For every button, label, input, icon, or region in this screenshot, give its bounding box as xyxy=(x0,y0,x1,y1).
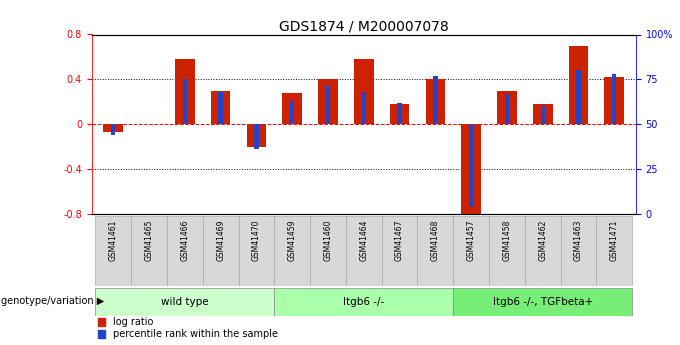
Bar xyxy=(239,216,274,286)
Text: genotype/variation ▶: genotype/variation ▶ xyxy=(1,296,105,306)
Bar xyxy=(326,85,330,124)
Bar xyxy=(254,124,258,149)
Bar xyxy=(131,216,167,286)
Bar xyxy=(533,104,553,124)
Bar xyxy=(381,216,418,286)
Text: wild type: wild type xyxy=(161,297,209,307)
Bar xyxy=(469,124,473,207)
Legend: log ratio, percentile rank within the sample: log ratio, percentile rank within the sa… xyxy=(97,316,279,340)
Bar xyxy=(167,216,203,286)
Bar xyxy=(203,216,239,286)
Text: GSM41470: GSM41470 xyxy=(252,219,261,261)
Bar xyxy=(103,124,123,132)
Text: GSM41469: GSM41469 xyxy=(216,219,225,261)
Bar xyxy=(560,216,596,286)
Text: GSM41466: GSM41466 xyxy=(180,219,189,261)
Text: GSM41471: GSM41471 xyxy=(610,219,619,260)
Bar xyxy=(454,288,632,316)
Bar xyxy=(346,216,381,286)
Bar xyxy=(111,124,116,135)
Bar xyxy=(354,59,373,124)
Text: GSM41465: GSM41465 xyxy=(145,219,154,261)
Text: Itgb6 -/-: Itgb6 -/- xyxy=(343,297,384,307)
Bar xyxy=(497,90,517,124)
Bar xyxy=(310,216,346,286)
Title: GDS1874 / M200007078: GDS1874 / M200007078 xyxy=(279,19,449,33)
Bar xyxy=(318,79,338,124)
Bar xyxy=(489,216,525,286)
Bar xyxy=(612,74,617,124)
Bar xyxy=(505,94,509,124)
Bar xyxy=(274,288,454,316)
Bar xyxy=(577,70,581,124)
Text: GSM41459: GSM41459 xyxy=(288,219,296,261)
Bar xyxy=(525,216,560,286)
Bar xyxy=(95,288,274,316)
Bar xyxy=(274,216,310,286)
Bar xyxy=(247,124,267,147)
Text: GSM41468: GSM41468 xyxy=(431,219,440,260)
Text: GSM41460: GSM41460 xyxy=(324,219,333,261)
Bar xyxy=(282,93,302,124)
Bar xyxy=(418,216,454,286)
Bar xyxy=(211,90,231,124)
Text: GSM41467: GSM41467 xyxy=(395,219,404,261)
Bar xyxy=(183,79,187,124)
Bar xyxy=(175,59,194,124)
Bar xyxy=(454,216,489,286)
Bar xyxy=(461,124,481,216)
Bar xyxy=(541,106,545,124)
Bar xyxy=(426,79,445,124)
Bar xyxy=(397,103,402,124)
Bar xyxy=(433,76,437,124)
Bar xyxy=(362,92,366,124)
Bar xyxy=(218,92,223,124)
Text: Itgb6 -/-, TGFbeta+: Itgb6 -/-, TGFbeta+ xyxy=(492,297,593,307)
Text: GSM41457: GSM41457 xyxy=(466,219,476,261)
Text: GSM41464: GSM41464 xyxy=(359,219,369,261)
Bar xyxy=(596,216,632,286)
Text: GSM41463: GSM41463 xyxy=(574,219,583,261)
Bar xyxy=(290,101,294,124)
Bar xyxy=(568,46,588,124)
Bar xyxy=(95,216,131,286)
Bar xyxy=(390,104,409,124)
Text: GSM41462: GSM41462 xyxy=(539,219,547,260)
Text: GSM41461: GSM41461 xyxy=(109,219,118,260)
Text: GSM41458: GSM41458 xyxy=(503,219,511,260)
Bar xyxy=(605,77,624,124)
